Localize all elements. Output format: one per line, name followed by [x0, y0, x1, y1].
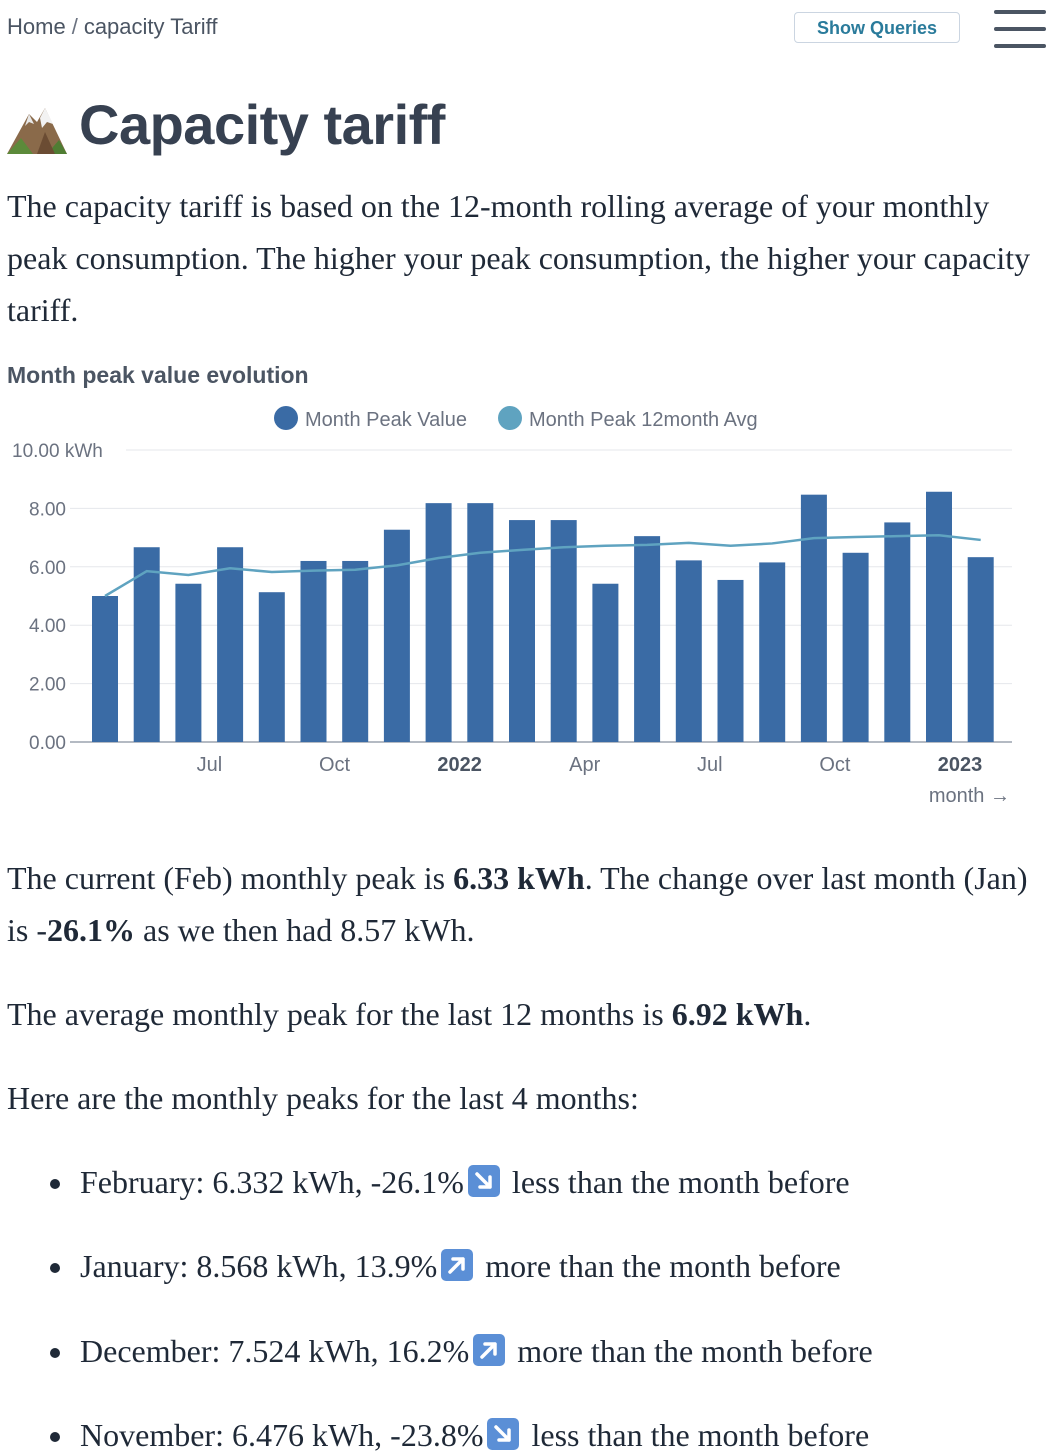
bar-2022-12[interactable] [884, 522, 911, 742]
list-item: November: 6.476 kWh, -23.8% less than th… [50, 1415, 869, 1455]
change-value: 26.1% [47, 912, 135, 948]
mountain-icon [7, 108, 67, 154]
breadcrumb-home-link[interactable]: Home [7, 14, 66, 39]
breadcrumb-separator: / [71, 14, 78, 39]
top-bar: Home / capacity Tariff Show Queries [0, 0, 1058, 60]
bar-2022-01[interactable] [425, 503, 452, 742]
average-peak-paragraph: The average monthly peak for the last 12… [7, 996, 812, 1032]
y-tick-label: 4.00 [29, 616, 66, 637]
arrow-down-right-icon [487, 1418, 520, 1450]
x-tick-label: Apr [569, 754, 600, 776]
line-series [104, 534, 981, 598]
x-axis: Jul Oct 2022 Apr Jul Oct 2023 month → [197, 754, 1010, 807]
x-axis-label: month → [929, 785, 1010, 807]
legend-swatch [498, 406, 522, 430]
intro-paragraph: The capacity tariff is based on the 12-m… [7, 188, 1031, 328]
bar-2022-05[interactable] [592, 583, 619, 742]
x-tick-label: Oct [819, 754, 851, 776]
arrow-up-right-icon [473, 1334, 506, 1366]
x-tick-label: 2023 [938, 754, 983, 776]
x-tick-label: Jul [197, 754, 223, 776]
y-axis: 0.00 2.00 4.00 6.00 8.00 10.00 kWh [12, 441, 103, 754]
bar-2021-11[interactable] [342, 560, 369, 742]
bar-2023-02[interactable] [967, 557, 994, 742]
legend-label: Month Peak 12month Avg [529, 409, 758, 431]
y-tick-label: 0.00 [29, 733, 66, 754]
avg-line[interactable] [104, 534, 981, 598]
x-tick-label: 2022 [437, 754, 482, 776]
arrow-up-right-icon [441, 1249, 474, 1281]
legend-label: Month Peak Value [305, 409, 467, 431]
legend-item-0[interactable]: Month Peak Value [274, 406, 467, 431]
legend-item-1[interactable]: Month Peak 12month Avg [498, 406, 758, 431]
current-peak-value: 6.33 kWh [453, 860, 585, 896]
y-tick-label: 6.00 [29, 558, 66, 579]
x-tick-label: Oct [319, 754, 351, 776]
list-item: December: 7.524 kWh, 16.2% more than the… [50, 1331, 873, 1371]
breadcrumb-current: capacity Tariff [83, 14, 218, 39]
bar-2021-08[interactable] [217, 547, 244, 742]
bar-2021-07[interactable] [175, 583, 202, 742]
y-tick-label: 10.00 kWh [12, 441, 103, 462]
show-queries-button[interactable]: Show Queries [794, 12, 960, 43]
bar-2022-09[interactable] [759, 562, 786, 742]
bar-2022-04[interactable] [550, 520, 577, 742]
page-title: Capacity tariff [79, 93, 445, 156]
bar-2022-06[interactable] [634, 536, 661, 742]
bar-2022-02[interactable] [467, 503, 494, 742]
bar-2022-10[interactable] [800, 494, 827, 742]
bar-2021-06[interactable] [133, 547, 160, 742]
peak-chart: Month Peak Value Month Peak 12month Avg 0… [12, 406, 1012, 807]
bar-2023-01[interactable] [926, 491, 952, 742]
x-tick-label: Jul [697, 754, 723, 776]
current-peak-paragraph: The current (Feb) monthly peak is 6.33 k… [7, 860, 1028, 948]
legend-swatch [274, 406, 298, 430]
list-intro: Here are the monthly peaks for the last … [7, 1080, 639, 1116]
bar-2022-07[interactable] [675, 560, 702, 742]
bar-series [92, 491, 994, 742]
list-item: February: 6.332 kWh, -26.1% less than th… [50, 1162, 850, 1202]
y-tick-label: 2.00 [29, 675, 66, 696]
bar-2022-08[interactable] [717, 579, 744, 742]
bar-2022-03[interactable] [509, 520, 535, 742]
y-tick-label: 8.00 [29, 499, 66, 520]
breadcrumb: Home / capacity Tariff [7, 14, 218, 40]
chart-legend: Month Peak Value Month Peak 12month Avg [274, 406, 758, 431]
bar-2021-12[interactable] [383, 529, 410, 742]
menu-icon[interactable] [994, 10, 1046, 48]
bar-2021-09[interactable] [258, 592, 285, 742]
bar-2021-05[interactable] [92, 596, 118, 742]
bar-2022-11[interactable] [842, 552, 869, 742]
average-peak-value: 6.92 kWh [671, 996, 804, 1032]
arrow-down-right-icon [467, 1165, 500, 1197]
chart-grid [70, 449, 1012, 743]
bar-2021-10[interactable] [300, 560, 327, 742]
list-item: January: 8.568 kWh, 13.9% more than the … [50, 1246, 841, 1286]
chart-title: Month peak value evolution [7, 362, 309, 388]
